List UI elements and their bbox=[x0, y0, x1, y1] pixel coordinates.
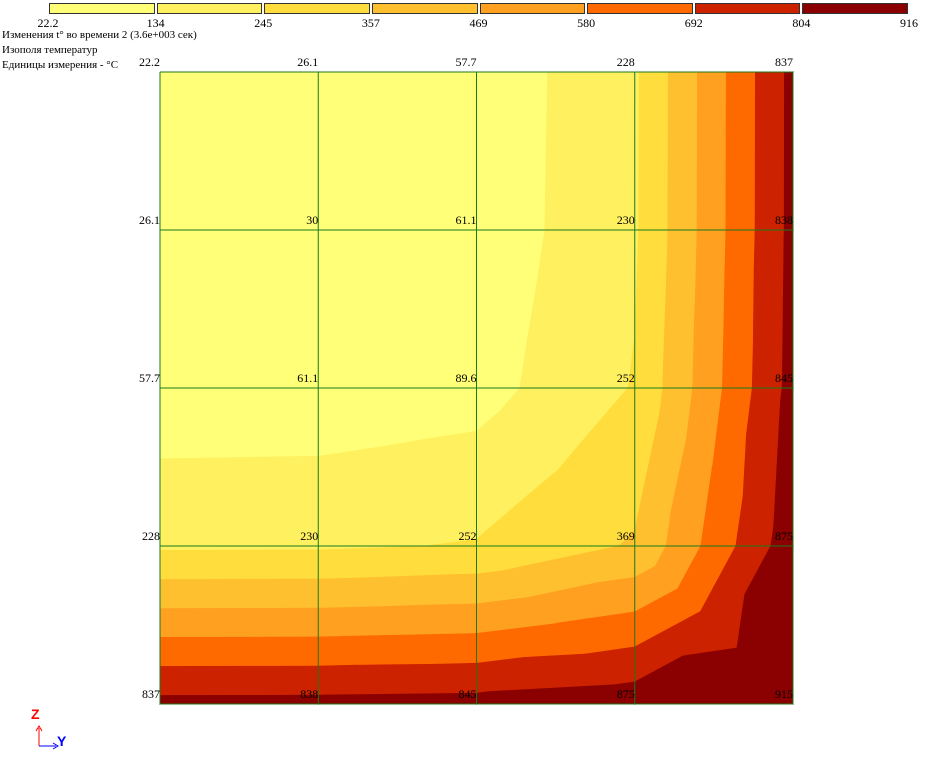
isoline-band bbox=[693, 289, 715, 330]
grid-lines bbox=[159, 71, 794, 705]
isoline-band bbox=[545, 140, 557, 162]
legend-tick-label: 692 bbox=[684, 16, 703, 30]
isoline-band bbox=[670, 438, 715, 511]
node-value-label: 252 bbox=[617, 371, 635, 385]
axis-orientation-indicator: Z Y bbox=[30, 706, 80, 756]
node-value-label: 228 bbox=[617, 55, 635, 69]
node-value-label: 230 bbox=[617, 213, 635, 227]
isoline-band bbox=[667, 104, 715, 198]
node-value-label: 57.7 bbox=[456, 55, 477, 69]
node-value-label: 845 bbox=[459, 687, 477, 701]
legend-swatch bbox=[371, 3, 478, 14]
node-value-label: 26.1 bbox=[297, 55, 318, 69]
chart-subtitle: Изополя температур bbox=[2, 44, 98, 56]
units-label: Единицы измерения - °С bbox=[2, 59, 119, 71]
node-value-label: 30 bbox=[306, 213, 318, 227]
legend-swatch bbox=[479, 3, 586, 14]
isoline-band bbox=[782, 229, 794, 389]
node-value-label: 26.1 bbox=[139, 213, 160, 227]
axis-arrows bbox=[35, 725, 59, 750]
node-value-label: 875 bbox=[617, 687, 635, 701]
legend-swatch bbox=[694, 3, 801, 14]
node-value-label: 845 bbox=[775, 371, 793, 385]
isoline-band bbox=[783, 71, 794, 231]
node-value-label: 915 bbox=[775, 687, 793, 701]
legend-tick-label: 804 bbox=[792, 16, 811, 30]
color-legend: 22.2 134 245 357 469 580 692 804 916 bbox=[0, 0, 938, 34]
isoline-band bbox=[317, 693, 478, 705]
isoline-band bbox=[527, 288, 557, 338]
node-value-label: 838 bbox=[775, 213, 793, 227]
node-value-label: 837 bbox=[142, 687, 160, 701]
node-value-label: 228 bbox=[142, 529, 160, 543]
isoline-band bbox=[696, 133, 715, 169]
node-value-label: 230 bbox=[300, 529, 318, 543]
legend-tick-label: 916 bbox=[900, 16, 918, 30]
node-value-label: 61.1 bbox=[297, 371, 318, 385]
legend-tick-label: 245 bbox=[254, 16, 273, 30]
legend-tick-label: 357 bbox=[361, 16, 380, 30]
legend-swatch bbox=[264, 3, 370, 14]
node-value-label: 22.2 bbox=[139, 55, 160, 69]
legend-swatch bbox=[49, 3, 155, 14]
node-value-label: 837 bbox=[775, 55, 793, 69]
isoline-band bbox=[159, 694, 319, 705]
z-axis-label: Z bbox=[31, 706, 40, 722]
chart-title: Изменения t° во времени 2 (3.6е+003 сек) bbox=[2, 29, 197, 41]
legend-tick-label: 134 bbox=[146, 16, 165, 30]
legend-tick-label: 22.2 bbox=[37, 16, 59, 30]
node-value-label: 252 bbox=[459, 529, 477, 543]
isoline-bands bbox=[159, 71, 794, 705]
y-axis-label: Y bbox=[57, 733, 67, 749]
legend-tick-label: 469 bbox=[469, 16, 488, 30]
legend-swatch bbox=[802, 3, 908, 14]
node-value-label: 57.7 bbox=[139, 371, 160, 385]
legend-swatch bbox=[587, 3, 693, 14]
node-value-label: 89.6 bbox=[456, 371, 477, 385]
isoline-band bbox=[663, 261, 715, 361]
node-value-labels: 22.2 26.1 57.7 228 837 26.1 30 61.1 230 838 57.7 61… bbox=[139, 55, 793, 701]
node-value-label: 875 bbox=[775, 529, 793, 543]
node-value-label: 369 bbox=[617, 529, 635, 543]
node-value-label: 61.1 bbox=[456, 213, 477, 227]
legend-swatch bbox=[156, 3, 263, 14]
isoline-band bbox=[711, 465, 715, 470]
legend-tick-label: 580 bbox=[577, 16, 596, 30]
node-value-label: 838 bbox=[300, 687, 318, 701]
